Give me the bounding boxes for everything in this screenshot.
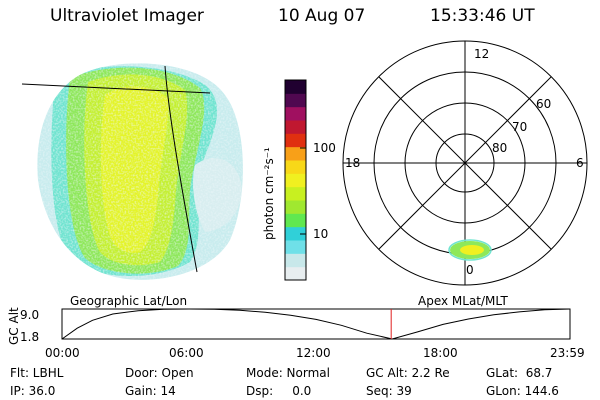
colorbar-cell xyxy=(285,146,306,161)
timeline-x-tick-3: 18:00 xyxy=(423,346,458,360)
colorbar-cell xyxy=(285,226,306,241)
colorbar-tick-100: 100 xyxy=(313,141,336,155)
colorbar-unit-label: photon cm⁻²s⁻¹ xyxy=(262,147,276,240)
seq-info: Seq: 39 xyxy=(366,384,412,398)
colorbar-cell xyxy=(285,93,306,108)
mode-info: Mode: Normal xyxy=(246,366,330,380)
gain-info: Gain: 14 xyxy=(125,384,176,398)
timeline-y-tick-min: 1.8 xyxy=(20,330,40,344)
timeline-y-tick-max: 9.0 xyxy=(20,308,40,322)
glat-info: GLat: 68.7 xyxy=(486,366,553,380)
date-label: 10 Aug 07 xyxy=(278,6,366,26)
colorbar-cell xyxy=(285,213,306,228)
colorbar-cell xyxy=(285,266,306,281)
colorbar-cell xyxy=(285,80,306,94)
colorbar-cell xyxy=(285,120,306,134)
glon-info: GLon: 144.6 xyxy=(486,384,559,398)
timeline-x-tick-1: 06:00 xyxy=(169,346,204,360)
gc-alt-info: GC Alt: 2.2 Re xyxy=(366,366,450,380)
mlt-label-18: 18 xyxy=(345,156,361,170)
colorbar-cell xyxy=(285,106,306,121)
colorbar-cell xyxy=(285,160,306,174)
filter-info: Flt: LBHL xyxy=(10,366,64,380)
colorbar-cell xyxy=(285,186,306,201)
time-label: 15:33:46 UT xyxy=(430,6,535,26)
timeline-x-tick-4: 23:59 xyxy=(550,346,585,360)
instrument-title: Ultraviolet Imager xyxy=(50,6,204,26)
colorbar-cell xyxy=(285,200,306,214)
timeline-x-tick-2: 12:00 xyxy=(296,346,331,360)
colorbar-cell xyxy=(285,253,306,268)
mlat-label-80: 80 xyxy=(492,141,508,155)
dsp-info: Dsp: 0.0 xyxy=(246,384,312,398)
colorbar-tick-10: 10 xyxy=(313,227,329,241)
colorbar-cell xyxy=(285,240,306,254)
altitude-curve xyxy=(61,308,571,340)
geo-panel-label: Geographic Lat/Lon xyxy=(70,294,188,308)
colorbar-cell xyxy=(285,133,306,148)
mlat-label-60: 60 xyxy=(536,97,552,111)
polar-panel-label: Apex MLat/MLT xyxy=(418,294,508,308)
timeline-y-label: GC Alt xyxy=(7,307,21,345)
mlat-label-70: 70 xyxy=(512,120,528,134)
door-info: Door: Open xyxy=(125,366,194,380)
ip-info: IP: 36.0 xyxy=(10,384,56,398)
timeline-x-tick-0: 00:00 xyxy=(45,346,80,360)
mlt-label-12: 12 xyxy=(474,47,490,61)
colorbar-cell xyxy=(285,173,306,188)
mlt-label-0: 0 xyxy=(466,263,474,277)
mlt-label-6: 6 xyxy=(576,156,584,170)
